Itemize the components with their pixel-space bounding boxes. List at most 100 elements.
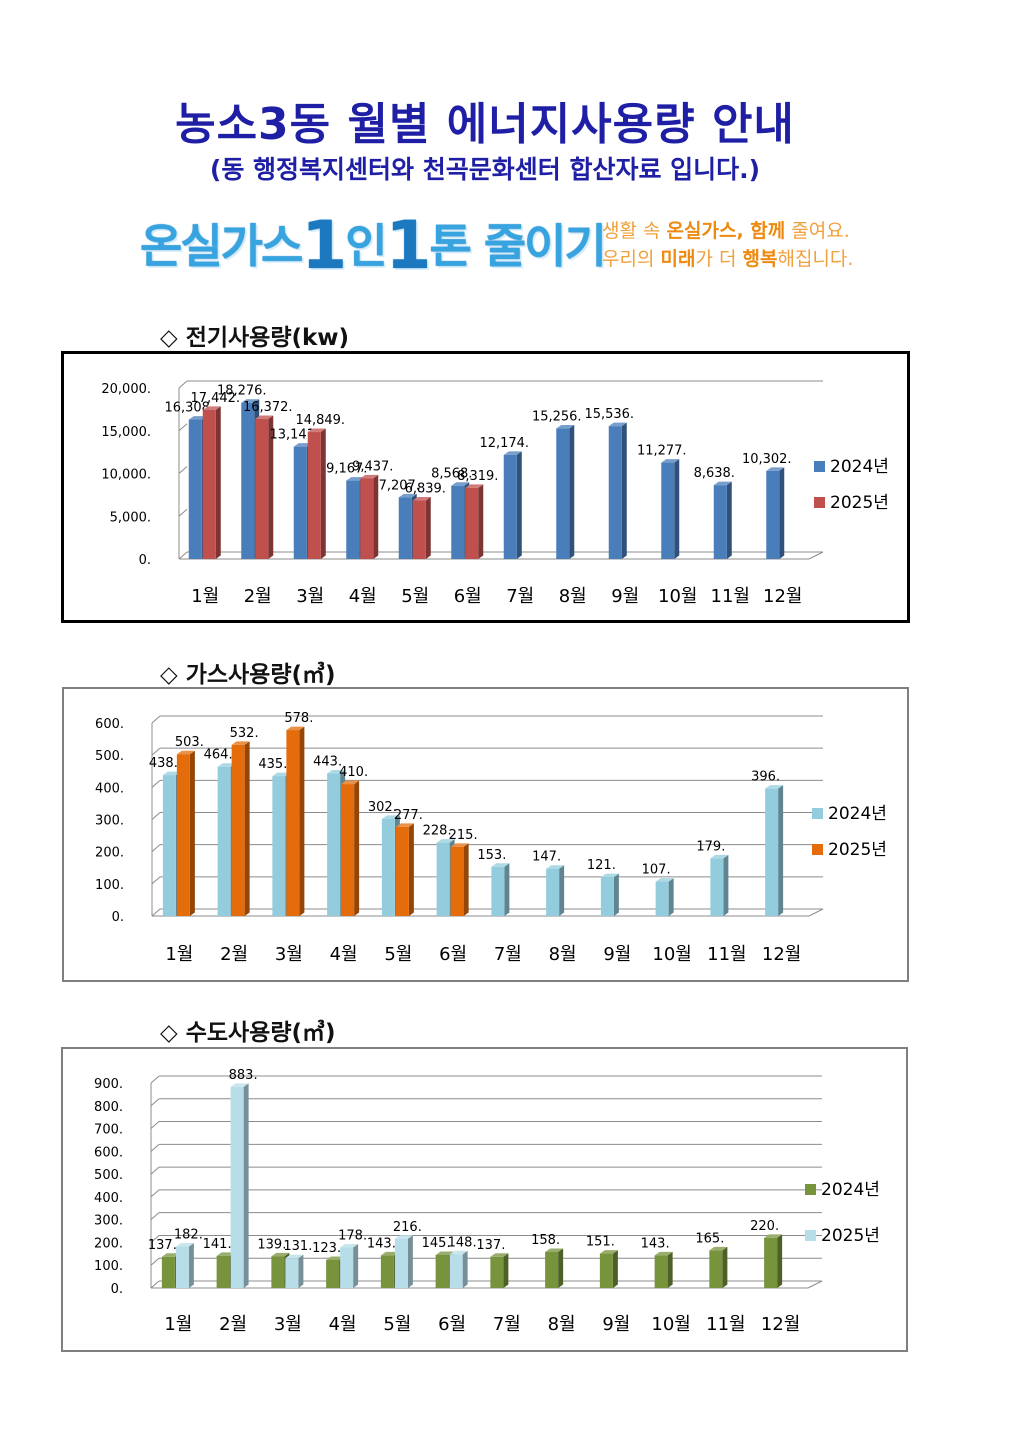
gas-category-label: 1월 <box>165 944 193 965</box>
water-bar-2-3 <box>285 1254 304 1288</box>
gas-category-label: 12월 <box>762 944 801 965</box>
water-legend-label: 2024년 <box>821 1180 880 1200</box>
water-legend-label: 2025년 <box>821 1226 880 1246</box>
banner-tagline-1b: 온실가스, 함께 <box>666 220 786 242</box>
gas-bar-1-9 <box>600 873 619 916</box>
gas-bar-2-2 <box>231 741 250 916</box>
electricity-bar-2-1 <box>202 406 221 559</box>
water-ytick-label: 400. <box>94 1191 123 1206</box>
electricity-data-label: 12,174. <box>479 436 529 451</box>
gas-category-label: 2월 <box>220 944 248 965</box>
water-data-label: 137. <box>476 1238 505 1253</box>
gas-data-label: 443. <box>313 755 342 770</box>
water-data-label: 158. <box>531 1233 560 1248</box>
gas-chart-svg: 0. 100. 200. 300. 400. 500. 600. 438. 503.464. 53… <box>95 711 887 965</box>
gas-data-label: 464. <box>204 748 233 763</box>
water-data-label: 143. <box>641 1236 670 1251</box>
banner-tagline-2c: 가 더 <box>695 248 743 270</box>
electricity-category-label: 8월 <box>559 586 587 607</box>
electricity-data-label: 13,141. <box>269 428 319 443</box>
gas-data-label: 435. <box>258 757 287 772</box>
water-bars: 137.182.141.883.139.131. 123.178.143.216.… <box>148 1068 783 1288</box>
gas-ytick-label: 500. <box>95 749 124 764</box>
gas-category-label: 6월 <box>439 944 467 965</box>
electricity-bar-1-9 <box>608 422 627 559</box>
banner-slogan-part-b: 인 <box>345 219 387 273</box>
banner-slogan-one-a: 1 <box>301 207 347 284</box>
electricity-data-label: 16,372. <box>243 400 293 415</box>
water-ytick-label: 600. <box>94 1145 123 1160</box>
water-bar-2-1 <box>175 1243 194 1288</box>
gas-bar-1-7 <box>491 863 510 916</box>
water-category-label: 1월 <box>164 1314 192 1335</box>
electricity-ytick-label: 5,000. <box>110 510 151 525</box>
water-chart-svg: 0. 100. 200. 300. 400. 500. 600. 700. 800. 900. 13… <box>94 1068 880 1335</box>
electricity-data-label: 8,319. <box>457 469 498 484</box>
gas-category-label: 10월 <box>652 944 691 965</box>
water-section-title: ◇ 수도사용량(㎥) <box>160 1020 336 1046</box>
water-bar-1-7 <box>490 1253 509 1288</box>
gas-data-label: 107. <box>642 863 671 878</box>
electricity-data-label: 10,302. <box>742 452 792 467</box>
banner-tagline-2d: 행복 <box>742 248 778 270</box>
electricity-bar-2-6 <box>465 484 484 559</box>
electricity-category-label: 10월 <box>658 586 697 607</box>
water-category-label: 11월 <box>706 1314 745 1335</box>
electricity-category-label: 12월 <box>763 586 802 607</box>
gas-category-label: 11월 <box>707 944 746 965</box>
water-data-label: 883. <box>229 1068 258 1083</box>
electricity-ytick-label: 0. <box>139 553 151 568</box>
electricity-data-label: 9,437. <box>352 459 393 474</box>
water-category-label: 4월 <box>329 1314 357 1335</box>
electricity-bars: 16,308.17,442.18,276.16,372. 13,141.14,84… <box>164 384 792 559</box>
water-legend: 2024년 2025년 <box>805 1180 880 1246</box>
water-ytick-label: 0. <box>111 1282 123 1297</box>
water-data-label: 141. <box>203 1237 232 1252</box>
gas-data-label: 396. <box>751 770 780 785</box>
gas-data-label: 277. <box>394 808 423 823</box>
gas-ytick-label: 400. <box>95 781 124 796</box>
gas-category-label: 9월 <box>603 944 631 965</box>
water-category-label: 12월 <box>761 1314 800 1335</box>
banner-slogan-one-b: 1 <box>385 207 432 284</box>
electricity-chart: 0. 5,000. 10,000. 15,000. 20,000. 16,308. 17,4… <box>61 351 910 623</box>
gas-data-label: 179. <box>696 839 725 854</box>
gas-bar-2-3 <box>286 726 305 916</box>
campaign-banner: 온실가스1인1톤 줄이기 생활 속 온실가스, 함께 줄여요. 우리의 미래가 … <box>140 205 880 284</box>
electricity-bar-2-5 <box>412 497 431 559</box>
water-category-label: 6월 <box>438 1314 466 1335</box>
electricity-section-title: ◇ 전기사용량(kw) <box>160 325 350 351</box>
water-data-label: 178. <box>338 1228 367 1243</box>
gas-ytick-label: 200. <box>95 846 124 861</box>
gas-legend-swatch <box>812 844 823 855</box>
water-data-label: 182. <box>174 1228 203 1243</box>
gas-data-label: 147. <box>532 850 561 865</box>
gas-bar-2-1 <box>176 750 195 916</box>
gas-data-label: 438. <box>149 756 178 771</box>
water-bar-1-8 <box>545 1248 564 1288</box>
gas-bars: 438. 503.464. 532. 435. 578. 443.410. 302.277.… <box>149 711 784 916</box>
gas-data-label: 215. <box>449 828 478 843</box>
water-bar-1-12 <box>764 1234 783 1288</box>
gas-data-label: 302. <box>368 800 397 815</box>
water-category-label: 7월 <box>493 1314 521 1335</box>
gas-category-label: 4월 <box>330 944 358 965</box>
electricity-data-label: 6,839. <box>405 482 446 497</box>
water-chart: 0. 100. 200. 300. 400. 500. 600. 700. 800. 900. 13… <box>61 1047 908 1352</box>
electricity-category-label: 11월 <box>711 586 750 607</box>
electricity-ytick-label: 20,000. <box>101 382 151 397</box>
water-ytick-label: 300. <box>94 1214 123 1229</box>
banner-tagline-2b: 미래 <box>660 248 696 270</box>
gas-bar-1-8 <box>546 865 565 916</box>
gas-ytick-label: 0. <box>112 910 124 925</box>
water-data-label: 148. <box>448 1235 477 1250</box>
water-category-label: 3월 <box>274 1314 302 1335</box>
electricity-data-label: 15,536. <box>584 407 634 422</box>
water-ytick-label: 700. <box>94 1123 123 1138</box>
electricity-data-label: 7,207. <box>379 478 420 493</box>
water-data-label: 165. <box>695 1231 724 1246</box>
banner-slogan-part-c: 톤 줄이기 <box>429 219 606 273</box>
water-bar-2-5 <box>394 1235 413 1288</box>
water-data-label: 220. <box>750 1219 779 1234</box>
water-ytick-label: 100. <box>94 1259 123 1274</box>
